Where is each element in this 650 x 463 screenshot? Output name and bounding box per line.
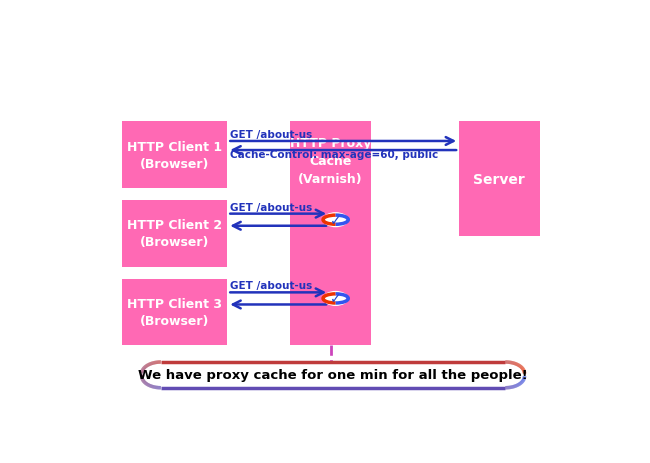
Text: ✓: ✓ bbox=[330, 213, 341, 227]
Text: GET /about-us: GET /about-us bbox=[230, 202, 312, 212]
Text: Server: Server bbox=[473, 172, 525, 187]
Text: We have proxy cache for one min for all the people!: We have proxy cache for one min for all … bbox=[138, 369, 528, 382]
FancyBboxPatch shape bbox=[291, 122, 371, 345]
FancyBboxPatch shape bbox=[122, 200, 228, 267]
Text: ✓: ✓ bbox=[330, 292, 341, 306]
FancyBboxPatch shape bbox=[122, 279, 228, 345]
FancyBboxPatch shape bbox=[459, 122, 540, 237]
Circle shape bbox=[323, 213, 348, 228]
Text: GET /about-us: GET /about-us bbox=[230, 130, 312, 140]
Text: HTTP Client 1
(Browser): HTTP Client 1 (Browser) bbox=[127, 140, 222, 170]
Circle shape bbox=[323, 291, 348, 307]
Text: GET /about-us: GET /about-us bbox=[230, 281, 312, 291]
FancyBboxPatch shape bbox=[142, 362, 525, 388]
Text: Cache-Control: max-age=60, public: Cache-Control: max-age=60, public bbox=[230, 150, 438, 160]
FancyBboxPatch shape bbox=[122, 122, 228, 188]
Text: HTTP Client 2
(Browser): HTTP Client 2 (Browser) bbox=[127, 219, 222, 249]
Text: HTTP Client 3
(Browser): HTTP Client 3 (Browser) bbox=[127, 297, 222, 327]
Text: HTTP Proxy
Cache
(Varnish): HTTP Proxy Cache (Varnish) bbox=[290, 137, 371, 186]
